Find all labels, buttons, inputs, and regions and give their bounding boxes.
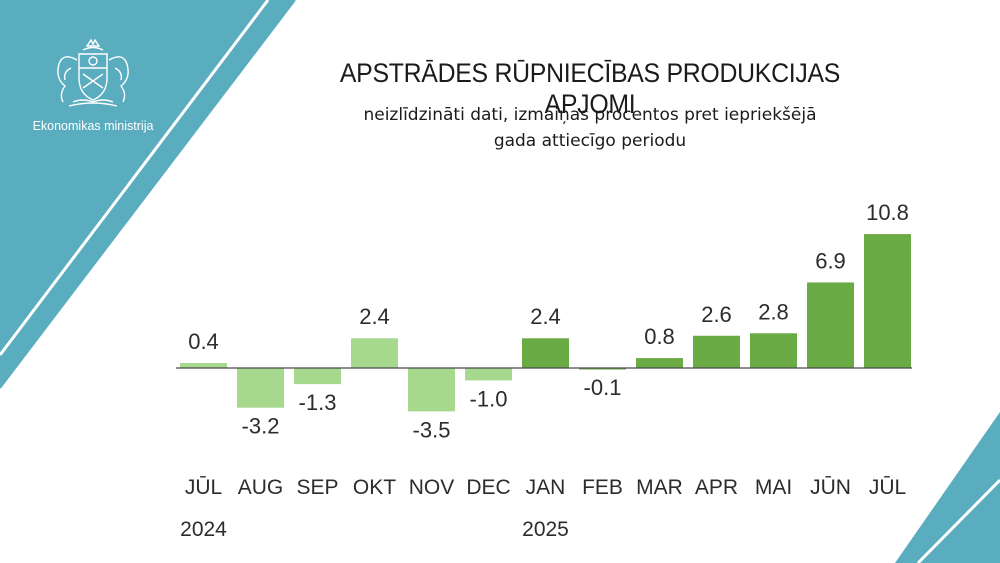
value-label-11: 6.9 — [815, 248, 846, 273]
category-label-1: AUG — [238, 476, 284, 499]
bar-9 — [693, 335, 740, 368]
value-label-4: -3.5 — [413, 417, 451, 442]
value-label-3: 2.4 — [359, 304, 390, 329]
panel-edge-line — [0, 0, 296, 389]
bar-3 — [351, 338, 398, 368]
value-label-12: 10.8 — [866, 200, 909, 225]
category-label-7: FEB — [582, 476, 623, 499]
category-label-4: NOV — [409, 476, 455, 499]
category-label-0: JŪL — [185, 476, 222, 499]
category-label-12: JŪL — [869, 476, 906, 499]
category-label-11: JŪN — [810, 476, 851, 499]
bar-5 — [465, 368, 512, 381]
bar-0 — [180, 363, 227, 368]
value-label-5: -1.0 — [470, 386, 508, 411]
category-label-3: OKT — [353, 476, 396, 499]
category-label-5: DEC — [466, 476, 510, 499]
year-label-2024: 2024 — [180, 518, 227, 541]
category-label-8: MAR — [636, 476, 683, 499]
chart-title: APSTRĀDES RŪPNIECĪBAS PRODUKCIJAS APJOMI — [339, 58, 841, 119]
corner-panel — [895, 412, 1000, 563]
category-label-9: APR — [695, 476, 738, 499]
value-label-2: -1.3 — [299, 390, 337, 415]
value-label-9: 2.6 — [701, 302, 732, 327]
bar-4 — [408, 368, 455, 412]
bar-7 — [579, 368, 626, 370]
panel-stripe — [0, 0, 270, 356]
value-label-0: 0.4 — [188, 329, 219, 354]
ministry-name: Ekonomikas ministrija — [32, 119, 154, 133]
value-label-7: -0.1 — [584, 375, 622, 400]
bar-12 — [864, 234, 911, 368]
bar-11 — [807, 282, 854, 368]
bar-8 — [636, 358, 683, 368]
bar-1 — [237, 368, 284, 408]
bar-10 — [750, 333, 797, 368]
value-label-8: 0.8 — [644, 324, 675, 349]
category-label-6: JAN — [526, 476, 566, 499]
labels-layer: 0.4 JŪL 2024 -3.2 AUG -1.3 SEP 2.4 OKT -3.5 NOV -1.… — [180, 200, 909, 541]
value-label-6: 2.4 — [530, 304, 561, 329]
subtitle-line-2: gada attiecīgo periodu — [493, 131, 687, 151]
bars-layer — [180, 234, 911, 412]
corner-stripe — [916, 478, 1000, 563]
coat-of-arms-icon — [57, 38, 129, 107]
value-label-1: -3.2 — [242, 414, 280, 439]
chart-subtitle: neizlīdzināti dati, izmaiņas procentos p… — [300, 102, 880, 154]
bar-2 — [294, 368, 341, 385]
year-label-2025: 2025 — [522, 518, 569, 541]
bar-6 — [522, 338, 569, 368]
ministry-brand: Ekonomikas ministrija — [18, 38, 168, 133]
category-label-10: MAI — [755, 476, 792, 499]
subtitle-line-1: neizlīdzināti dati, izmaiņas procentos p… — [363, 105, 817, 125]
category-label-2: SEP — [296, 476, 338, 499]
value-label-10: 2.8 — [758, 299, 789, 324]
